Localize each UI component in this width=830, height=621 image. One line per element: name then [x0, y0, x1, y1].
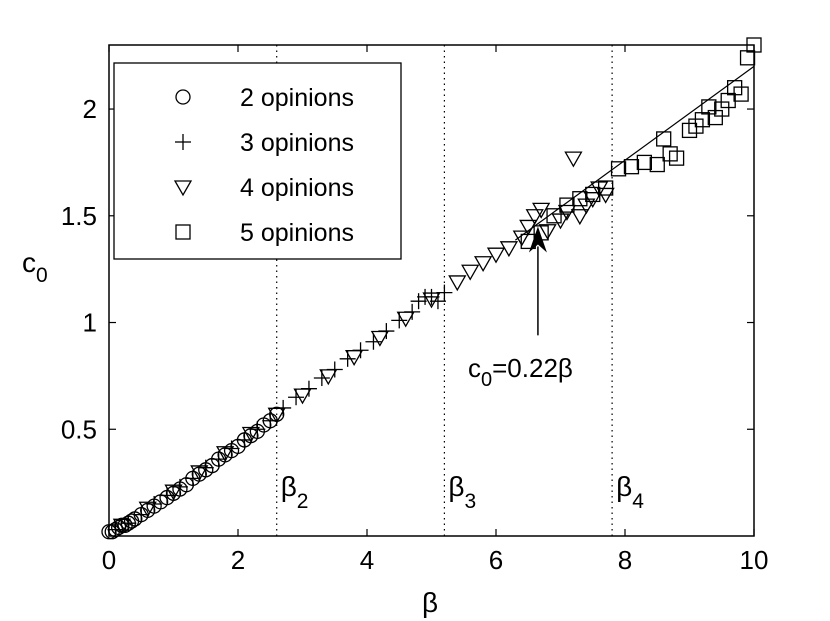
legend-label: 4 opinions: [240, 174, 354, 202]
axis-ticks: 0 2 4 6 8 10 0.5 1 1.5 2: [61, 45, 769, 575]
data-point-triangle-down: [370, 330, 390, 347]
data-point-square: [746, 37, 762, 53]
legend-box: [113, 62, 402, 260]
data-point-triangle-down: [499, 241, 519, 258]
x-tick-label: 0: [102, 545, 116, 575]
data-point-triangle-down: [293, 388, 312, 405]
data-point-square: [733, 86, 749, 102]
data-point-triangle-down: [241, 426, 261, 443]
legend-marker-square: [175, 224, 191, 240]
data-point-square: [623, 159, 640, 175]
data-point-plus: [365, 333, 382, 350]
data-point-triangle-down: [267, 407, 286, 424]
data-point-triangle-down: [344, 350, 364, 366]
data-point-square: [610, 161, 627, 177]
data-point-triangle-down: [525, 209, 544, 226]
data-point-triangle-down: [396, 311, 415, 328]
annotation-arrowhead: [528, 226, 547, 253]
x-tick-label: 10: [740, 545, 769, 575]
data-point-triangle-down: [319, 369, 338, 386]
data-point-triangle-down: [583, 192, 602, 209]
data-point-triangle-down: [215, 446, 235, 463]
data-point-triangle-down: [532, 202, 551, 219]
data-point-triangle-down: [190, 465, 209, 482]
data-point-triangle-down: [112, 518, 132, 535]
data-point-plus: [159, 487, 176, 504]
y-tick-label: 2: [83, 94, 97, 124]
annotation: c0=0.22β: [468, 226, 573, 391]
x-tick-label: 6: [489, 545, 503, 575]
regime-label: β4: [616, 471, 644, 513]
legend-label: 3 opinions: [240, 129, 354, 157]
data-point-square: [636, 154, 652, 171]
regime-label: β2: [281, 471, 309, 513]
data-point-triangle-down: [422, 292, 441, 309]
data-point-square: [649, 156, 665, 173]
data-point-triangle-down: [564, 151, 583, 168]
data-point-square: [598, 180, 614, 196]
x-tick-label: 4: [360, 545, 374, 575]
x-tick-label: 2: [231, 545, 245, 575]
data-point-triangle-down: [461, 264, 480, 281]
data-point-triangle-down: [138, 501, 157, 518]
data-point-triangle-down: [486, 247, 506, 264]
data-point-plus: [107, 521, 124, 538]
data-point-triangle-down: [538, 224, 557, 241]
fit-line: [514, 65, 755, 241]
data-point-triangle-down: [448, 275, 467, 292]
legend-label: 2 opinions: [240, 84, 354, 112]
y-axis-label: c0: [22, 247, 48, 287]
data-point-plus: [410, 293, 427, 310]
data-point-square: [668, 150, 685, 166]
data-point-triangle-down: [164, 484, 183, 501]
y-tick-label: 1.5: [61, 201, 97, 231]
legend-marker-circle: [175, 89, 191, 105]
legend: 2 opinions 3 opinions 4 opinions 5 opinions: [113, 62, 402, 260]
legend-label: 5 opinions: [240, 219, 354, 247]
regime-label: β3: [448, 471, 476, 513]
regime-lines: β2 β3 β4: [276, 45, 644, 536]
x-axis-label: β: [422, 587, 438, 618]
legend-marker-plus: [175, 134, 191, 150]
annotation-label: c0=0.22β: [468, 353, 573, 391]
data-point-triangle-down: [473, 256, 493, 273]
x-tick-label: 8: [618, 545, 632, 575]
data-points: [101, 37, 762, 540]
y-tick-label: 0.5: [61, 414, 97, 444]
data-point-triangle-down: [570, 209, 589, 226]
data-point-square: [546, 208, 562, 224]
legend-marker-triangle-down: [173, 180, 193, 197]
y-tick-label: 1: [83, 308, 97, 338]
